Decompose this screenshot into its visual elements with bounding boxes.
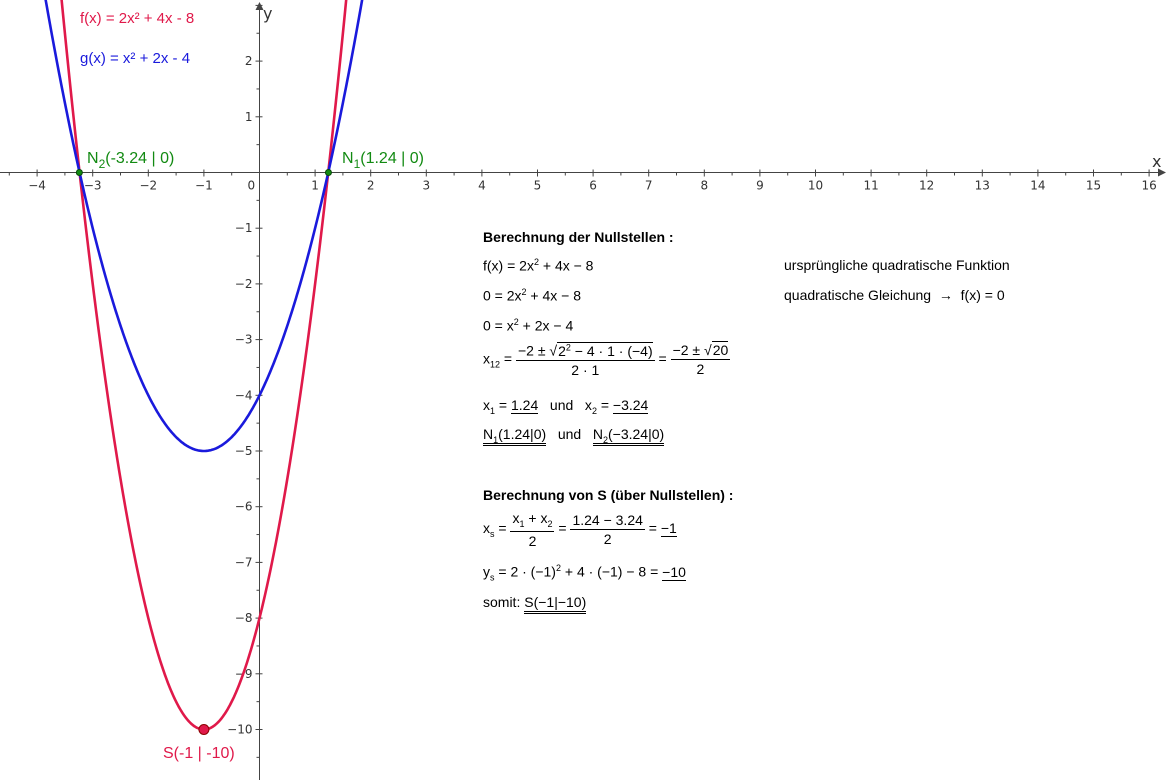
point-label-s: S(-1 | -10) — [163, 745, 235, 762]
x-tick-label: 8 — [700, 179, 708, 193]
curve-g — [44, 0, 364, 453]
x-tick-label: −1 — [195, 179, 213, 193]
note-quadratic-equation: quadratische Gleichung → f(x) = 0 — [784, 287, 1005, 303]
x-tick-label: 1 — [311, 179, 319, 193]
points — [75, 169, 332, 735]
x-tick-label: −4 — [28, 179, 46, 193]
calc-line-2: 0 = 2x2 + 4x − 8 — [483, 287, 582, 304]
x-tick-label: 3 — [422, 179, 430, 193]
x-tick-label: 13 — [975, 179, 990, 193]
point-label-n2: N2(-3.24 | 0) — [87, 150, 174, 171]
point-label-n1: N1(1.24 | 0) — [342, 150, 424, 171]
curve-f — [60, 0, 348, 731]
x-tick-label: 7 — [645, 179, 653, 193]
x-tick-label: 12 — [919, 179, 934, 193]
x-tick-label: 15 — [1086, 179, 1101, 193]
y-tick-label: 2 — [245, 54, 253, 68]
legend-f: f(x) = 2x² + 4x - 8 — [80, 10, 194, 27]
heading-vertex: Berechnung von S (über Nullstellen) : — [483, 487, 734, 503]
calc-line-3: 0 = x2 + 2x − 4 — [483, 317, 574, 334]
calc-line-7: xs = x1 + x2 2 = 1.24 − 3.24 2 = −1 — [483, 510, 677, 549]
note-original-function: ursprüngliche quadratische Funktion — [784, 257, 1010, 273]
y-tick-label: −1 — [235, 221, 253, 235]
curves — [44, 0, 364, 731]
x-axis-label: x — [1152, 152, 1161, 171]
calc-line-4: x12 = −2 ± √22 − 4 · 1 · (−4) 2 · 1 = −2 … — [483, 341, 731, 378]
y-tick-label: 1 — [245, 110, 253, 124]
point-s — [198, 724, 210, 735]
point-n2 — [75, 169, 83, 176]
calc-line-6: N1(1.24|0) und N2(−3.24|0) — [483, 426, 665, 446]
y-axis-label: y — [263, 4, 272, 23]
y-axis-arrow — [255, 2, 264, 10]
x-tick-label: 16 — [1141, 179, 1156, 193]
x-tick-label: 2 — [367, 179, 375, 193]
y-tick-label: −2 — [235, 277, 253, 291]
y-tick-label: −4 — [235, 388, 253, 402]
y-tick-label: −6 — [235, 500, 253, 514]
heading-nullstellen: Berechnung der Nullstellen : — [483, 229, 674, 245]
y-tick-label: −3 — [235, 333, 253, 347]
x-tick-label: −2 — [139, 179, 157, 193]
x-tick-label: 5 — [534, 179, 542, 193]
x-tick-label: 9 — [756, 179, 764, 193]
point-n1 — [324, 169, 332, 176]
calc-line-5: x1 = 1.24 und x2 = −3.24 — [483, 397, 649, 416]
y-tick-label: −5 — [235, 444, 253, 458]
x-tick-label: 0 — [248, 179, 256, 193]
calc-line-8: ys = 2 · (−1)2 + 4 · (−1) − 8 = −10 — [483, 563, 686, 583]
legend-g: g(x) = x² + 2x - 4 — [80, 50, 190, 67]
x-tick-label: 4 — [478, 179, 486, 193]
y-tick-label: −7 — [235, 555, 253, 569]
y-tick-label: −8 — [235, 611, 253, 625]
y-tick-label: −10 — [227, 723, 252, 737]
x-tick-label: 10 — [808, 179, 823, 193]
calc-line-1: f(x) = 2x2 + 4x − 8 — [483, 257, 594, 274]
x-tick-label: 6 — [589, 179, 597, 193]
x-tick-label: −3 — [84, 179, 102, 193]
x-tick-label: 11 — [863, 179, 878, 193]
x-tick-label: 14 — [1030, 179, 1045, 193]
calc-line-9: somit: S(−1|−10) — [483, 594, 587, 614]
x-axis-arrow — [1158, 168, 1166, 177]
